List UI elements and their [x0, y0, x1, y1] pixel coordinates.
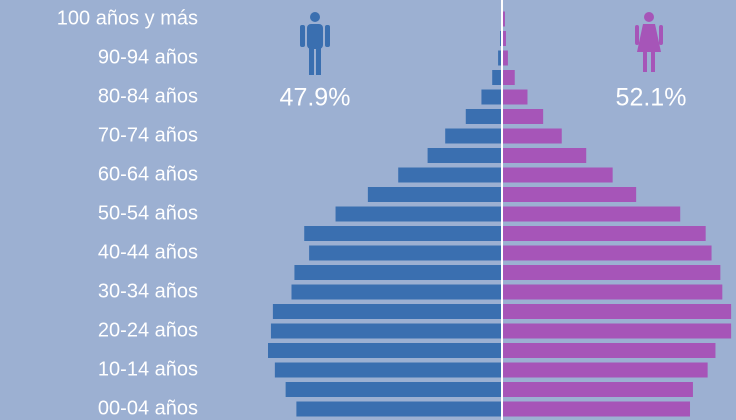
- bar: [503, 265, 721, 280]
- y-tick-label: 80-84 años: [98, 85, 198, 107]
- bar: [296, 401, 502, 417]
- bar: [503, 382, 693, 397]
- bar: [503, 284, 723, 300]
- bar: [367, 187, 502, 202]
- bar: [503, 323, 732, 339]
- bar: [481, 89, 502, 105]
- y-tick-label: 00-04 años: [98, 397, 198, 419]
- bar: [335, 206, 502, 222]
- bar: [445, 128, 502, 144]
- y-tick-label: 70-74 años: [98, 124, 198, 146]
- share-label: 52.1%: [616, 84, 687, 112]
- female-icon: [635, 12, 663, 72]
- bar: [503, 167, 613, 183]
- bar: [503, 128, 562, 144]
- y-tick-label: 40-44 años: [98, 241, 198, 263]
- bar: [492, 70, 502, 85]
- bar: [503, 401, 691, 417]
- bar: [272, 304, 502, 319]
- y-tick-label: 100 años y más: [57, 7, 198, 29]
- male-icon: [300, 12, 330, 75]
- bar: [270, 323, 502, 339]
- y-tick-label: 50-54 años: [98, 202, 198, 224]
- y-tick-label: 90-94 años: [98, 46, 198, 68]
- bar: [503, 343, 716, 358]
- share-label: 47.9%: [280, 84, 351, 112]
- bar: [503, 362, 708, 378]
- bar: [503, 89, 528, 105]
- y-tick-label: 10-14 años: [98, 358, 198, 380]
- bar: [274, 362, 502, 378]
- bar: [503, 206, 681, 222]
- bar: [503, 187, 637, 202]
- bar: [291, 284, 502, 300]
- bar: [503, 304, 732, 319]
- bar: [465, 109, 502, 124]
- bar: [503, 11, 505, 27]
- bar: [503, 245, 712, 261]
- bar: [294, 265, 502, 280]
- bar: [503, 109, 544, 124]
- bar: [304, 226, 502, 241]
- y-tick-label: 30-34 años: [98, 280, 198, 302]
- bar: [503, 50, 508, 66]
- bar: [498, 50, 502, 66]
- y-tick-label: 20-24 años: [98, 319, 198, 341]
- y-tick-label: 60-64 años: [98, 163, 198, 185]
- bar: [268, 343, 502, 358]
- bar: [503, 148, 587, 163]
- bar: [309, 245, 502, 261]
- bar: [503, 31, 506, 46]
- bar: [398, 167, 502, 183]
- bar: [503, 226, 706, 241]
- bar: [285, 382, 502, 397]
- bar: [427, 148, 502, 163]
- bar: [503, 70, 515, 85]
